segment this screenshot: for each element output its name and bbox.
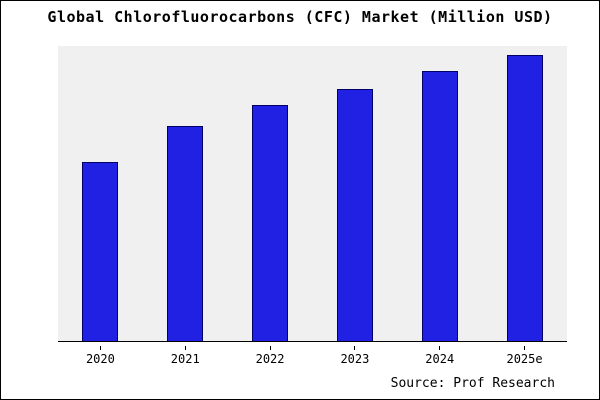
x-axis-label: 2023: [340, 352, 370, 366]
bar-2024: [421, 71, 458, 341]
axis-tick: [99, 346, 101, 350]
bar-2021: [167, 126, 204, 341]
bar-2023: [336, 88, 373, 341]
plot-area: [58, 46, 567, 342]
bar-slot: [397, 46, 482, 341]
chart-title: Global Chlorofluorocarbons (CFC) Market …: [47, 8, 553, 26]
axis-tick: [269, 346, 271, 350]
axis-tick: [524, 346, 526, 350]
bar-slot: [228, 46, 313, 341]
x-axis-label: 2024: [425, 352, 455, 366]
bar-2022: [252, 105, 289, 341]
label-slot: 2020: [58, 346, 143, 366]
axis-tick: [439, 346, 441, 350]
label-slot: 2022: [228, 346, 313, 366]
x-axis-label: 2022: [255, 352, 285, 366]
label-slot: 2021: [143, 346, 228, 366]
x-axis-label: 2021: [170, 352, 200, 366]
bars-row: [58, 46, 567, 341]
bar-2020: [82, 162, 119, 341]
bar-slot: [482, 46, 567, 341]
labels-row: 2020 2021 2022 2023 2024 2025e: [58, 346, 567, 366]
bar-2025e: [506, 54, 543, 341]
bar-slot: [143, 46, 228, 341]
source-credit: Source: Prof Research: [390, 376, 555, 391]
label-slot: 2025e: [482, 346, 567, 366]
label-slot: 2023: [312, 346, 397, 366]
label-slot: 2024: [397, 346, 482, 366]
bar-slot: [58, 46, 143, 341]
bar-slot: [312, 46, 397, 341]
axis-tick: [354, 346, 356, 350]
x-axis-label: 2020: [85, 352, 115, 366]
x-axis-label: 2025e: [506, 352, 543, 366]
axis-tick: [184, 346, 186, 350]
